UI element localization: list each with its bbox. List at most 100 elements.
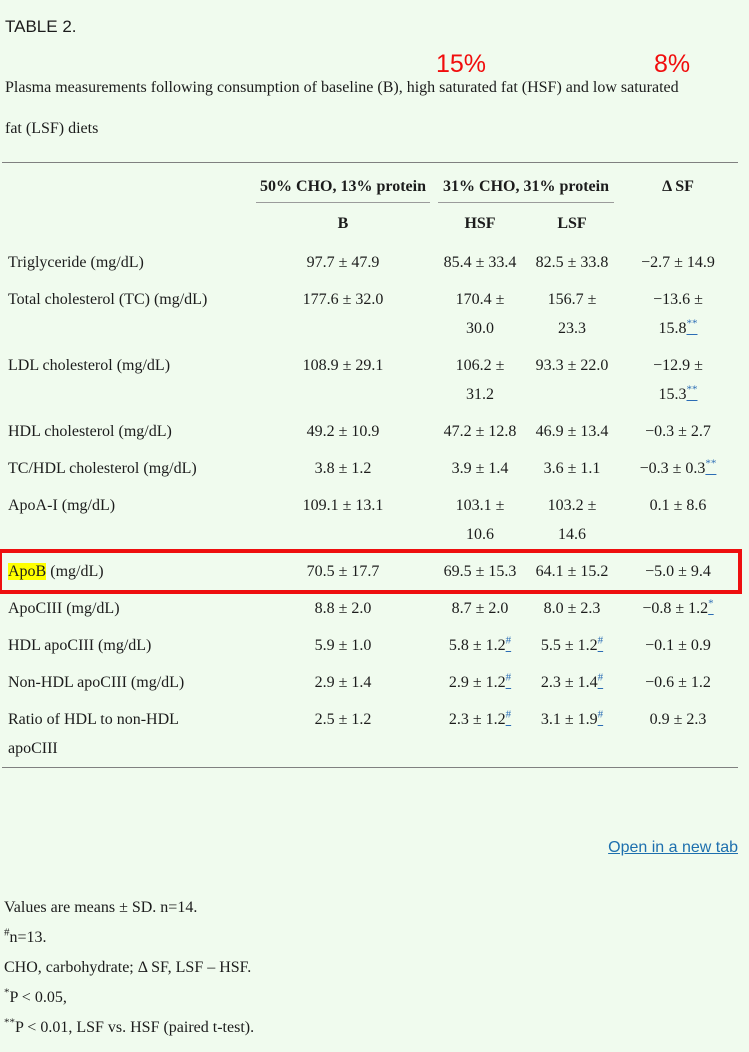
annotation-delta-percent: 8% [654,50,691,78]
measurements-table-container: 50% CHO, 13% protein 31% CHO, 31% protein… [0,162,742,768]
table-row: LDL cholesterol (mg/dL) 108.9 ± 29.1 106.2… [2,347,738,413]
table-cell: 0.1 ± 8.6 [649,497,707,514]
table-cell: 3.8 ± 1.2 [314,460,372,477]
table-cell: −0.1 ± 0.9 [645,637,711,654]
row-label: Triglyceride (mg/dL) [8,254,144,271]
table-cell: 106.2 ±31.2 [455,357,505,403]
footnote-marker-link[interactable]: ** [686,383,698,396]
column-group-label: Δ SF [662,178,694,195]
table-cell: 170.4 ±30.0 [455,291,505,337]
empty-header-cell [618,203,738,244]
table-caption: Plasma measurements following consumptio… [5,79,679,137]
table-cell: 2.9 ± 1.4 [314,674,372,691]
table-row: Triglyceride (mg/dL) 97.7 ± 47.9 85.4 ± 33… [2,244,738,281]
table-row: TC/HDL cholesterol (mg/dL) 3.8 ± 1.2 3.9 ±… [2,450,738,487]
row-label: ApoCIII (mg/dL) [8,600,120,617]
footnote-line: CHO, carbohydrate; Δ SF, LSF – HSF. [4,959,252,976]
table-cell: 2.3 ± 1.2# [448,708,512,728]
table-cell: 46.9 ± 13.4 [535,423,609,440]
table-cell: 8.0 ± 2.3 [543,600,601,617]
table-cell: 64.1 ± 15.2 [535,563,609,580]
column-subheader: HSF [464,215,496,232]
footnote-line: #n=13. [4,926,47,946]
table-cell: 0.9 ± 2.3 [649,711,707,728]
table-cell: 97.7 ± 47.9 [306,254,380,271]
table-cell: 2.9 ± 1.2# [448,671,512,691]
footnote-marker-link[interactable]: # [597,671,604,684]
table-cell: 103.2 ±14.6 [547,497,597,543]
table-row: HDL cholesterol (mg/dL) 49.2 ± 10.9 47.2 ±… [2,413,738,450]
table-cell: −0.8 ± 1.2* [642,597,714,617]
table-body: Triglyceride (mg/dL) 97.7 ± 47.9 85.4 ± 33… [0,244,742,768]
table-footnotes: Values are means ± SD. n=14. #n=13. CHO, c… [4,893,254,1043]
table-row: HDL apoCIII (mg/dL) 5.9 ± 1.0 5.8 ± 1.2# 5.… [2,627,738,664]
table-cell: 2.5 ± 1.2 [314,711,372,728]
row-label: HDL cholesterol (mg/dL) [8,423,172,440]
column-group-header: Δ SF [618,163,738,204]
table-cell: 5.5 ± 1.2# [540,634,604,654]
footnote-marker-link[interactable]: # [597,634,604,647]
row-label: Ratio of HDL to non-HDL apoCIII [8,711,179,757]
plasma-measurements-table: 50% CHO, 13% protein 31% CHO, 31% protein… [0,162,742,768]
table-row: ApoA-I (mg/dL) 109.1 ± 13.1 103.1 ±10.6 103… [2,487,738,553]
table-cell: −13.6 ±15.8** [653,291,703,337]
column-group-header: 50% CHO, 13% protein [252,163,434,203]
table-cell: −2.7 ± 14.9 [641,254,715,271]
table-cell: −12.9 ±15.3** [653,357,703,403]
footnote-marker-link[interactable]: * [708,597,714,610]
highlighted-text: ApoB [8,563,47,580]
table-cell: 47.2 ± 12.8 [443,423,517,440]
table-cell: 69.5 ± 15.3 [443,563,517,580]
empty-header-cell [2,203,252,244]
table-cell: 82.5 ± 33.8 [535,254,609,271]
row-label: ApoB (mg/dL) [8,563,104,580]
table-cell: 5.8 ± 1.2# [448,634,512,654]
footnote-marker-link[interactable]: # [505,708,512,721]
table-cell: −0.3 ± 2.7 [645,423,711,440]
table-cell: 70.5 ± 17.7 [306,563,380,580]
table-row: ApoCIII (mg/dL) 8.8 ± 2.0 8.7 ± 2.0 8.0 ± 2… [2,590,738,627]
footnote-marker-link[interactable]: ** [705,457,717,470]
footnote-line: Values are means ± SD. n=14. [4,899,198,916]
footnote-line: **P < 0.01, LSF vs. HSF (paired t-test). [4,1016,255,1036]
table-row-apob-boxed: ApoB (mg/dL) 70.5 ± 17.7 69.5 ± 15.3 64.1 ±… [0,549,742,594]
table-cell: 3.1 ± 1.9# [540,708,604,728]
table-row: Non-HDL apoCIII (mg/dL) 2.9 ± 1.4 2.9 ± 1.… [2,664,738,701]
table-title: TABLE 2. [5,17,77,36]
table-cell: 8.7 ± 2.0 [451,600,509,617]
footnote-marker-link[interactable]: # [505,671,512,684]
row-label: Non-HDL apoCIII (mg/dL) [8,674,185,691]
table-cell: 2.3 ± 1.4# [540,671,604,691]
open-in-new-tab-link[interactable]: Open in a new tab [608,839,738,856]
footnote-marker-link[interactable]: ** [686,317,698,330]
column-group-header-row: 50% CHO, 13% protein 31% CHO, 31% protein… [2,163,738,204]
table-cell: −0.6 ± 1.2 [645,674,711,691]
table-cell: 3.9 ± 1.4 [451,460,509,477]
footnote-marker-link[interactable]: # [597,708,604,721]
table-cell: 93.3 ± 22.0 [535,357,609,374]
row-label: HDL apoCIII (mg/dL) [8,637,152,654]
table-row: Ratio of HDL to non-HDL apoCIII 2.5 ± 1.2 2… [2,701,738,768]
table-cell: 49.2 ± 10.9 [306,423,380,440]
table-cell: 3.6 ± 1.1 [543,460,601,477]
table-cell: 177.6 ± 32.0 [302,291,384,308]
table-cell: −5.0 ± 9.4 [645,563,711,580]
row-label: TC/HDL cholesterol (mg/dL) [8,460,197,477]
column-subheader-row: B HSF LSF [2,203,738,244]
table-cell: 156.7 ±23.3 [547,291,597,337]
table-cell: 85.4 ± 33.4 [443,254,517,271]
column-group-label: 50% CHO, 13% protein [256,172,430,203]
row-label: LDL cholesterol (mg/dL) [8,357,171,374]
column-group-label: 31% CHO, 31% protein [438,172,614,203]
table-row: Total cholesterol (TC) (mg/dL) 177.6 ± 32… [2,281,738,347]
column-subheader: B [337,215,349,232]
footnote-marker-link[interactable]: # [505,634,512,647]
table-cell: 109.1 ± 13.1 [302,497,384,514]
table-cell: 8.8 ± 2.0 [314,600,372,617]
annotation-hsf-percent: 15% [436,50,487,78]
table-cell: −0.3 ± 0.3** [639,457,717,477]
row-label: Total cholesterol (TC) (mg/dL) [8,291,208,308]
table-cell: 5.9 ± 1.0 [314,637,372,654]
empty-header-cell [2,163,252,204]
